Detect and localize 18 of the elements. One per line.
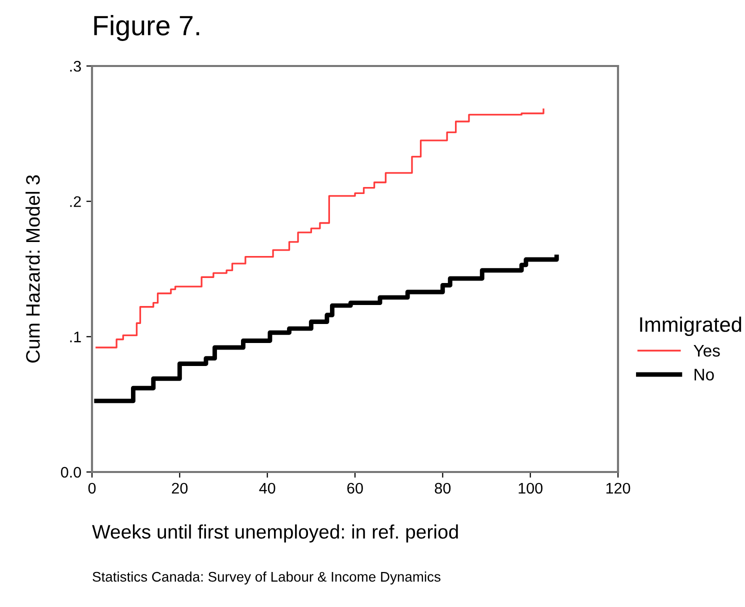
x-axis-title: Weeks until first unemployed: in ref. period xyxy=(92,524,458,543)
legend-label: No xyxy=(694,368,714,380)
y-tick-label: .1 xyxy=(70,332,81,342)
text: Statistics Canada: Survey of Labour & Income Dynamics xyxy=(92,572,440,584)
x-tick-label: 60 xyxy=(347,482,363,494)
legend-label: Yes xyxy=(694,344,720,357)
y-tick-label: .3 xyxy=(70,60,81,72)
x-tick-label: 40 xyxy=(259,482,276,494)
y-tick-label: 0.0 xyxy=(60,466,81,478)
x-tick-label: 100 xyxy=(518,482,542,494)
legend-title: Immigrated xyxy=(640,316,742,336)
x-tick-label: 20 xyxy=(172,482,188,494)
x-tick-label: 80 xyxy=(434,482,451,494)
x-tick-label: 120 xyxy=(606,482,630,494)
x-tick-label: 0 xyxy=(88,482,96,494)
y-tick-label: .2 xyxy=(70,196,81,207)
chart-title: Figure 7. xyxy=(94,15,200,41)
y-axis-title: Cum Hazard: Model 3 xyxy=(26,175,40,363)
